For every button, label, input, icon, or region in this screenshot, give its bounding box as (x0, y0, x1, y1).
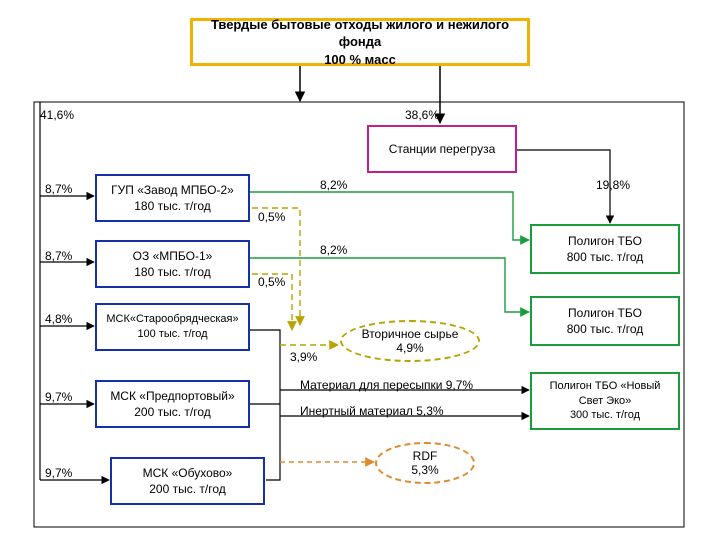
plant2-l1: ОЗ «МПБО-1» (133, 248, 213, 264)
plant3-box: МСК«Старообрядческая» 100 тыс. т/год (95, 303, 250, 351)
label-9-7b: 9,7% (45, 466, 72, 480)
plant1-l1: ГУП «Завод МПБО-2» (111, 182, 234, 198)
plant4-box: МСК «Предпортовый» 200 тыс. т/год (95, 380, 250, 428)
plant3-l2: 100 тыс. т/год (137, 327, 207, 342)
plant4-l1: МСК «Предпортовый» (110, 388, 234, 404)
rdf-l2: 5,3% (411, 463, 438, 477)
plant1-l2: 180 тыс. т/год (134, 198, 211, 214)
recycl-l2: 4,9% (396, 341, 423, 355)
landfill1-l2: 800 тыс. т/год (567, 249, 644, 265)
transfer-line1: Станции перегруза (389, 141, 496, 157)
label-8-2b: 8,2% (320, 243, 347, 257)
landfill3-box: Полигон ТБО «Новый Свет Эко» 300 тыс. т/… (530, 372, 680, 430)
recycl-l1: Вторичное сырье (362, 327, 459, 341)
landfill3-l3: 300 тыс. т/год (570, 408, 640, 423)
source-line2: 100 % масс (324, 51, 396, 69)
source-line1: Твердые бытовые отходы жилого и нежилого… (193, 16, 527, 51)
label-8-7b: 8,7% (45, 249, 72, 263)
plant2-l2: 180 тыс. т/год (134, 264, 211, 280)
landfill1-box: Полигон ТБО 800 тыс. т/год (530, 224, 680, 274)
landfill1-l1: Полигон ТБО (568, 233, 642, 249)
label-41-6: 41,6% (40, 108, 74, 122)
rdf-l1: RDF (413, 449, 438, 463)
label-38-6: 38,6% (405, 108, 439, 122)
label-0-5b: 0,5% (258, 275, 285, 289)
label-inert: Инертный материал 5,3% (300, 404, 444, 418)
rdf-ellipse: RDF 5,3% (375, 442, 475, 484)
landfill2-l1: Полигон ТБО (568, 305, 642, 321)
plant5-box: МСК «Обухово» 200 тыс. т/год (110, 457, 265, 505)
label-8-7a: 8,7% (45, 182, 72, 196)
source-box: Твердые бытовые отходы жилого и нежилого… (190, 18, 530, 66)
label-material: Материал для пересыпки 9,7% (300, 378, 473, 392)
plant1-box: ГУП «Завод МПБО-2» 180 тыс. т/год (95, 174, 250, 222)
label-9-7a: 9,7% (45, 390, 72, 404)
plant2-box: ОЗ «МПБО-1» 180 тыс. т/год (95, 240, 250, 288)
label-19-8: 19,8% (596, 178, 630, 192)
landfill2-box: Полигон ТБО 800 тыс. т/год (530, 296, 680, 346)
label-3-9: 3,9% (290, 350, 317, 364)
plant5-l1: МСК «Обухово» (143, 465, 233, 481)
plant3-l1: МСК«Старообрядческая» (106, 312, 238, 327)
plant5-l2: 200 тыс. т/год (149, 481, 226, 497)
label-4-8: 4,8% (45, 312, 72, 326)
landfill2-l2: 800 тыс. т/год (567, 321, 644, 337)
landfill3-l1: Полигон ТБО «Новый (550, 379, 661, 394)
plant4-l2: 200 тыс. т/год (134, 404, 211, 420)
label-8-2a: 8,2% (320, 178, 347, 192)
label-0-5a: 0,5% (258, 210, 285, 224)
landfill3-l2: Свет Эко» (579, 394, 632, 409)
transfer-box: Станции перегруза (367, 125, 517, 173)
recyclables-ellipse: Вторичное сырье 4,9% (340, 320, 480, 362)
